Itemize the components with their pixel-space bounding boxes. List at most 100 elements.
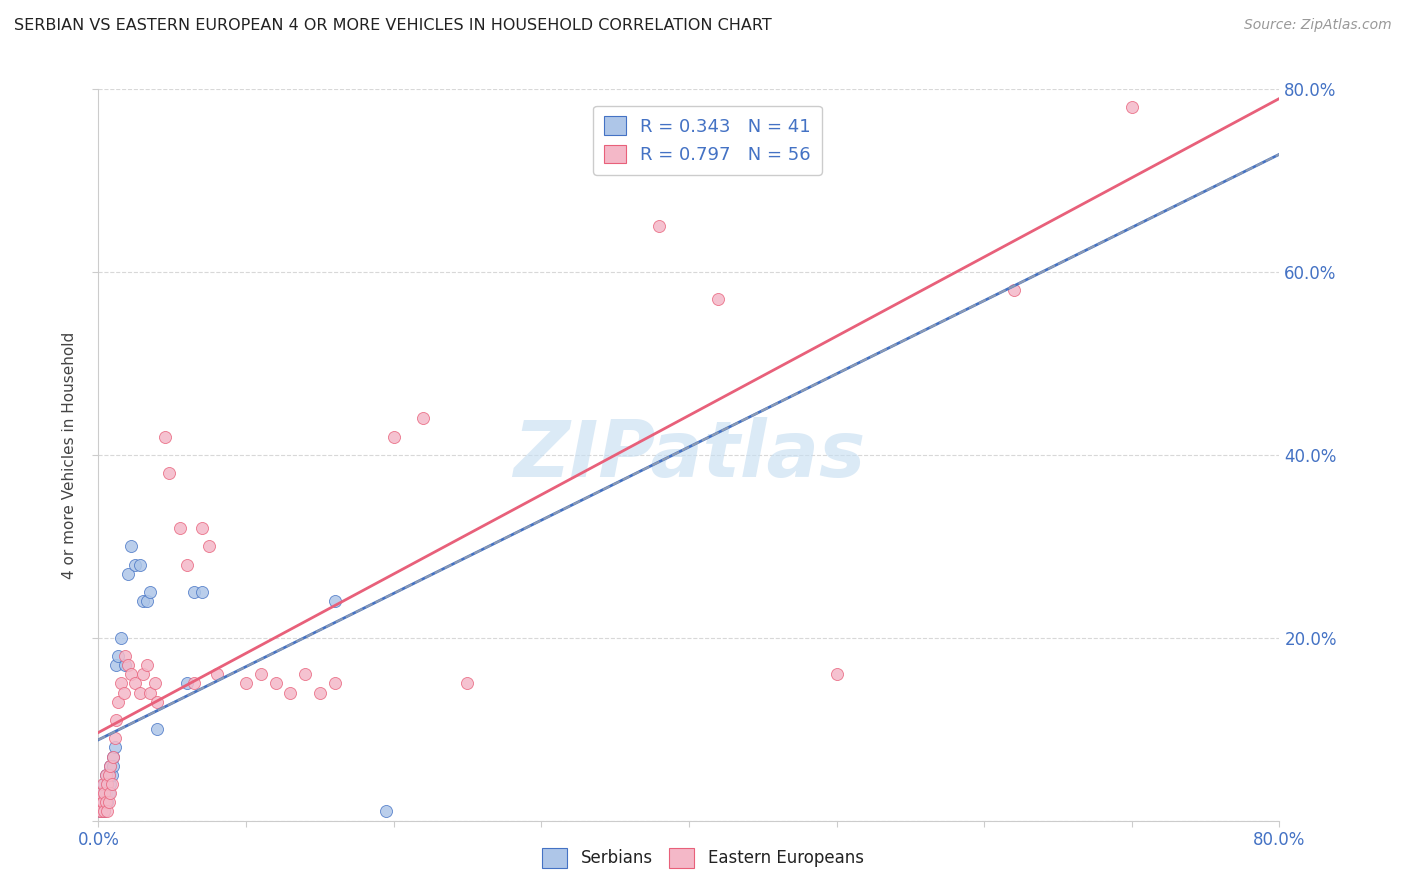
Point [114,658,136,673]
Point [136,658,159,673]
Point [91,796,114,810]
Point [97,796,120,810]
Point [294,667,316,681]
Point [107,695,129,709]
Point [114,649,136,664]
Point [90,786,112,800]
Point [89,805,111,819]
Point [110,676,132,690]
Point [104,740,127,755]
Point [96,777,118,791]
Point [375,805,398,819]
Point [169,521,191,535]
Point [100,777,122,791]
Point [143,676,166,690]
Point [96,796,118,810]
Point [98,758,121,772]
Point [93,805,115,819]
Point [128,558,150,572]
Point [250,667,273,681]
Point [176,676,198,690]
Point [91,796,114,810]
Point [91,777,114,791]
Point [103,749,125,764]
Point [1002,284,1025,298]
Point [235,676,257,690]
Point [94,786,117,800]
Point [90,796,112,810]
Point [648,219,671,234]
Point [278,685,302,699]
Point [94,796,117,810]
Point [90,805,112,819]
Legend: Serbians, Eastern Europeans: Serbians, Eastern Europeans [536,841,870,875]
Point [103,758,125,772]
Point [91,786,114,800]
Point [93,796,115,810]
Point [132,667,155,681]
Point [98,786,121,800]
Point [89,805,111,819]
Point [90,805,112,819]
Point [176,558,198,572]
Point [98,758,121,772]
Point [98,777,121,791]
Point [100,768,122,782]
Point [191,521,214,535]
Point [103,749,125,764]
Point [89,796,111,810]
Point [124,676,146,690]
Point [107,649,129,664]
Legend: R = 0.343   N = 41, R = 0.797   N = 56: R = 0.343 N = 41, R = 0.797 N = 56 [593,105,821,175]
Text: Source: ZipAtlas.com: Source: ZipAtlas.com [1244,18,1392,32]
Point [117,566,139,581]
Point [153,430,176,444]
Point [105,713,128,727]
Point [132,594,155,608]
Point [96,777,118,791]
Point [323,594,346,608]
Point [94,768,117,782]
Point [93,786,115,800]
Point [90,786,112,800]
Point [139,685,162,699]
Point [120,667,142,681]
Point [105,658,128,673]
Point [183,676,205,690]
Point [198,539,221,553]
Point [136,594,159,608]
Point [412,411,434,425]
Point [707,293,730,307]
Point [456,676,478,690]
Point [825,667,848,681]
Point [146,695,169,709]
Point [117,658,139,673]
Point [97,768,120,782]
Point [96,805,118,819]
Point [120,539,142,553]
Point [157,466,180,480]
Point [183,585,205,599]
Point [112,685,135,699]
Point [323,676,346,690]
Text: ZIPatlas: ZIPatlas [513,417,865,493]
Point [104,731,127,746]
Text: SERBIAN VS EASTERN EUROPEAN 4 OR MORE VEHICLES IN HOUSEHOLD CORRELATION CHART: SERBIAN VS EASTERN EUROPEAN 4 OR MORE VE… [14,18,772,33]
Point [264,676,287,690]
Point [93,777,115,791]
Point [110,631,132,645]
Point [382,430,405,444]
Point [93,805,115,819]
Point [91,805,114,819]
Point [97,768,120,782]
Point [124,558,146,572]
Point [94,796,117,810]
Point [97,786,120,800]
Point [191,585,214,599]
Point [205,667,228,681]
Point [89,796,111,810]
Point [94,768,117,782]
Point [146,723,169,737]
Point [128,685,150,699]
Point [139,585,162,599]
